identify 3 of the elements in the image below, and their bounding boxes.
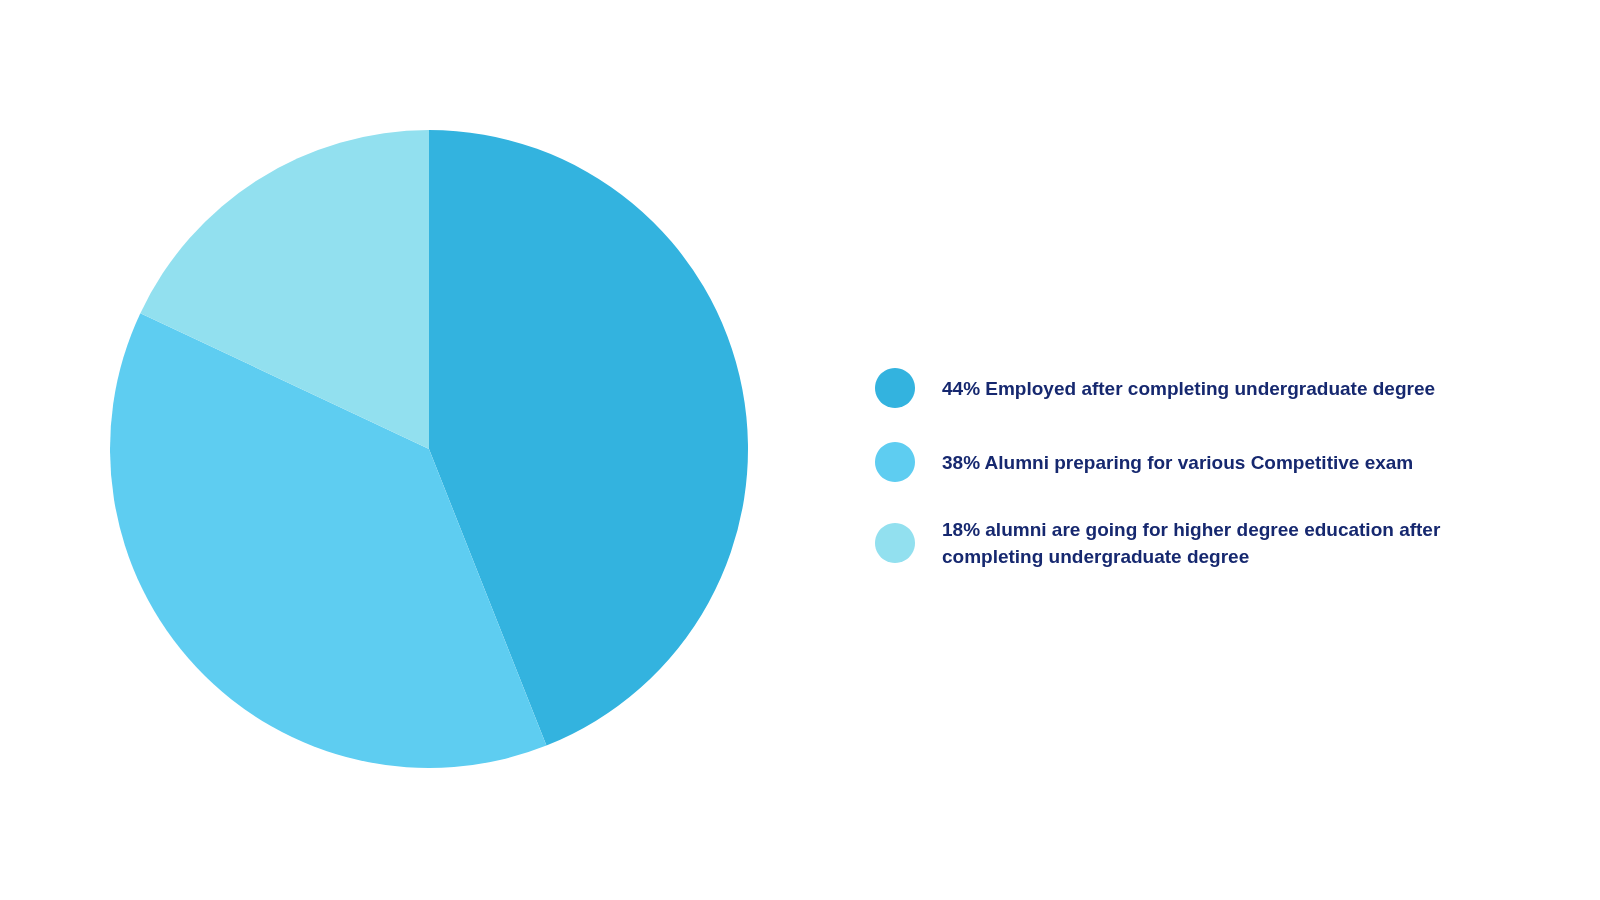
legend-label: 18% alumni are going for higher degree education after completing undergraduate degree — [942, 519, 1446, 567]
legend-label: 38% Alumni preparing for various Competitive exam — [942, 451, 1414, 473]
legend-label: 44% Employed after completing undergraduate degree — [942, 377, 1436, 399]
